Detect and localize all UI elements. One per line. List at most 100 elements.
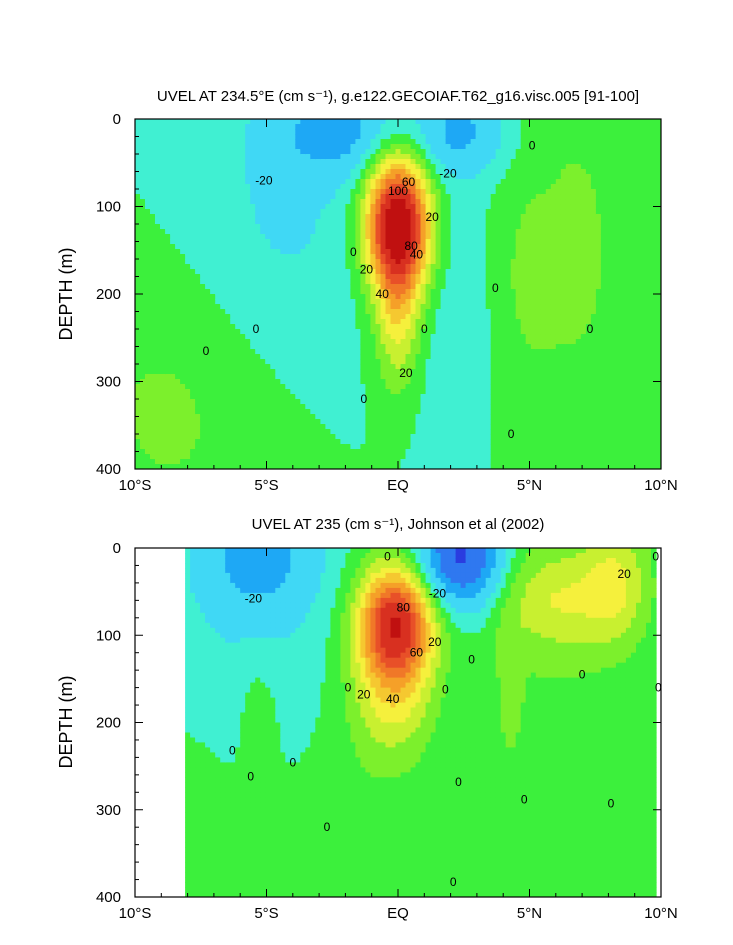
field-cell [315, 124, 321, 130]
field-cell [285, 319, 291, 325]
field-cell [320, 354, 326, 360]
field-cell [330, 359, 336, 365]
field-cell [310, 429, 316, 435]
field-cell [355, 209, 361, 215]
field-cell [235, 389, 241, 395]
field-cell [155, 179, 161, 185]
field-cell [225, 349, 231, 355]
field-cell [430, 389, 437, 395]
field-cell [470, 264, 477, 270]
field-cell [215, 339, 221, 345]
field-cell [325, 264, 331, 270]
field-cell [255, 329, 261, 335]
field-cell [220, 454, 226, 460]
field-cell [250, 369, 256, 375]
field-cell [180, 394, 186, 400]
field-cell [160, 179, 166, 185]
field-cell [165, 409, 171, 415]
field-cell [380, 434, 387, 440]
field-cell [300, 179, 306, 185]
field-cell [160, 294, 166, 300]
field-cell [375, 234, 382, 240]
field-cell [255, 299, 261, 305]
field-cell [250, 354, 256, 360]
field-cell [345, 394, 351, 400]
field-cell [455, 434, 462, 440]
field-cell [205, 239, 211, 245]
field-cell [190, 224, 196, 230]
field-cell [350, 449, 356, 455]
field-cell [480, 389, 487, 395]
field-cell [295, 204, 301, 210]
field-cell [380, 424, 387, 430]
field-cell [265, 214, 271, 220]
field-cell [180, 364, 186, 370]
field-cell [315, 139, 321, 145]
field-cell [155, 124, 161, 130]
field-cell [240, 224, 246, 230]
field-cell [280, 449, 286, 455]
field-cell [250, 439, 256, 445]
field-cell [170, 249, 176, 255]
field-cell [315, 464, 321, 469]
field-cell [185, 214, 191, 220]
field-cell [450, 279, 457, 285]
field-cell [375, 259, 382, 265]
field-cell [365, 144, 371, 150]
field-cell [450, 204, 457, 210]
field-cell [350, 419, 356, 425]
field-cell [305, 194, 311, 200]
field-cell [390, 169, 397, 175]
field-cell [275, 404, 281, 410]
field-cell [205, 129, 211, 135]
field-cell [380, 149, 387, 155]
field-cell [230, 259, 236, 265]
field-cell [340, 294, 346, 300]
field-cell [275, 464, 281, 469]
field-cell [230, 459, 236, 465]
field-cell [290, 374, 296, 380]
field-cell [185, 294, 191, 300]
field-cell [470, 389, 477, 395]
field-cell [185, 234, 191, 240]
field-cell [240, 354, 246, 360]
field-cell [170, 124, 176, 130]
field-cell [485, 389, 492, 395]
field-cell [275, 399, 281, 405]
field-cell [145, 254, 151, 260]
field-cell [190, 319, 196, 325]
field-cell [190, 399, 196, 405]
field-cell [445, 199, 452, 205]
field-cell [205, 204, 211, 210]
field-cell [395, 269, 402, 275]
field-cell [345, 419, 351, 425]
field-cell [315, 419, 321, 425]
field-cell [310, 444, 316, 450]
field-cell [385, 399, 392, 405]
field-cell [385, 394, 392, 400]
field-cell [330, 299, 336, 305]
field-cell [195, 339, 201, 345]
field-cell [345, 134, 351, 140]
field-cell [180, 399, 186, 405]
field-cell [280, 414, 286, 420]
field-cell [280, 244, 286, 250]
field-cell [380, 209, 387, 215]
field-cell [435, 239, 442, 245]
field-cell [310, 364, 316, 370]
field-cell [475, 309, 482, 315]
field-cell [220, 204, 226, 210]
field-cell [470, 254, 477, 260]
field-cell [220, 364, 226, 370]
field-cell [135, 354, 141, 360]
field-cell [475, 379, 482, 385]
field-cell [170, 434, 176, 440]
field-cell [470, 174, 477, 180]
field-cell [400, 324, 407, 330]
field-cell [350, 429, 356, 435]
field-cell [375, 329, 382, 335]
field-cell [190, 189, 196, 195]
field-cell [170, 159, 176, 165]
field-cell [390, 424, 397, 430]
field-cell [245, 359, 251, 365]
